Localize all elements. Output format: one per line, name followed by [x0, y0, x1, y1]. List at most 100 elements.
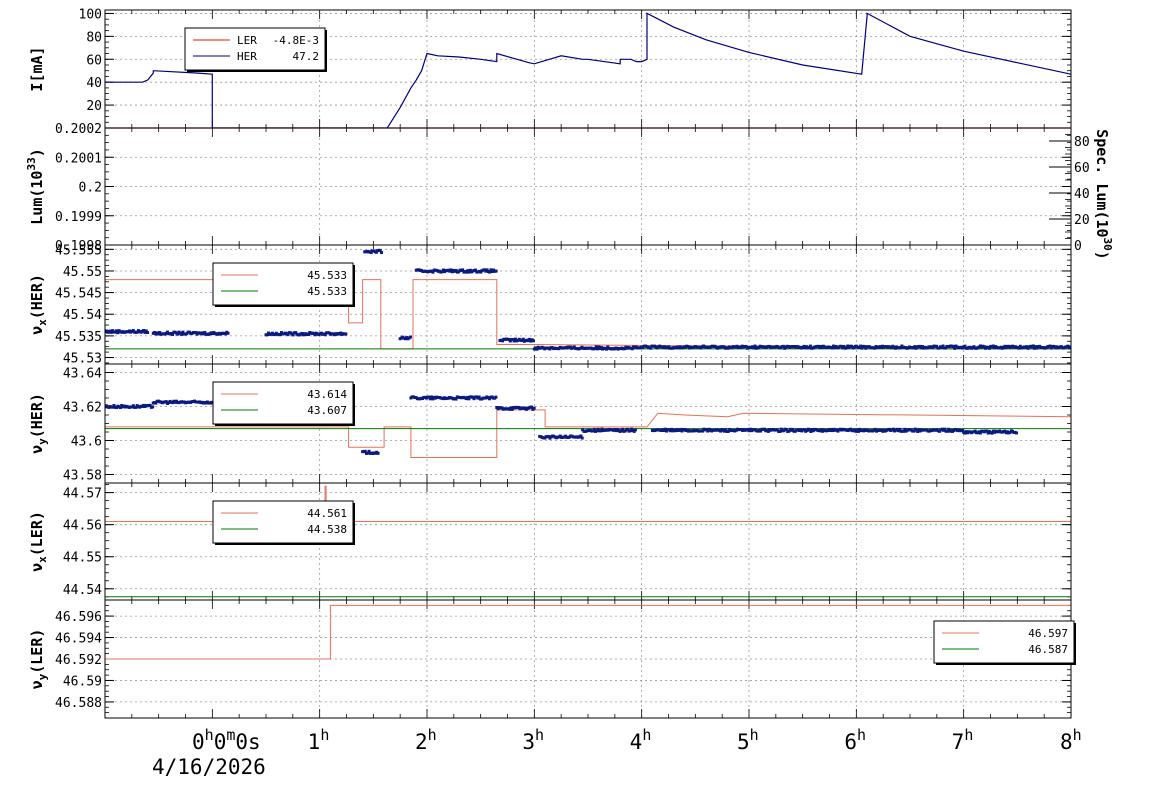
scatter-point [1014, 431, 1018, 435]
scatter-point [467, 270, 471, 274]
y-tick-label: 20 [86, 99, 102, 114]
scatter-point [791, 427, 795, 431]
scatter-point [510, 407, 514, 411]
scatter-point [986, 431, 990, 435]
scatter-point [856, 429, 860, 433]
scatter-point [494, 395, 498, 399]
scatter-point [313, 333, 317, 337]
scatter-point [1049, 346, 1053, 350]
scatter-point [194, 331, 198, 335]
scatter-point [991, 344, 995, 348]
scatter-point [278, 333, 282, 337]
y-tick-label: 46.592 [55, 653, 102, 668]
scatter-point [944, 346, 948, 350]
scatter-point [873, 427, 877, 431]
scatter-point [181, 330, 185, 334]
scatter-point [363, 449, 367, 453]
scatter-point [781, 344, 785, 348]
scatter-point [531, 339, 535, 343]
scatter-point [913, 345, 917, 349]
scatter-point [131, 404, 135, 408]
legend-value: 46.587 [1028, 643, 1068, 656]
scatter-point [142, 328, 146, 332]
scatter-point [723, 429, 727, 433]
scatter-point [719, 429, 723, 433]
y-axis-label: νx(HER) [28, 274, 49, 335]
time-tick-label: 4h [630, 726, 652, 754]
scatter-point [521, 337, 525, 341]
scatter-point [489, 268, 493, 272]
scatter-point [591, 429, 595, 433]
y-tick-label: 0.2001 [55, 151, 102, 166]
scatter-point [165, 330, 169, 334]
scatter-point [513, 337, 517, 341]
data-layer [105, 395, 1071, 458]
scatter-point [112, 403, 116, 407]
scatter-point [431, 270, 435, 274]
time-tick-label: 2h [415, 726, 437, 754]
panel-5: 44.54 44.55 44.56 44.57 νx(LER) 44.561 44.538 [28, 482, 1072, 601]
scatter-point [595, 347, 599, 351]
scatter-point [592, 427, 596, 431]
scatter-point [431, 397, 435, 401]
y-axis-label: νy(LER) [28, 629, 49, 690]
scatter-point [902, 429, 906, 433]
y-tick-label: 0.2002 [55, 122, 102, 137]
scatter-point [344, 332, 348, 336]
legend-value: 45.533 [307, 269, 347, 282]
scatter-point [903, 427, 907, 431]
legend-box [933, 620, 1075, 664]
scatter-point [226, 331, 230, 335]
scatter-point [501, 339, 505, 343]
data-layer [105, 604, 1071, 718]
legend: 45.533 45.533 [212, 262, 355, 307]
panel-3: 45.53 45.535 45.54 45.545 45.55 45.555 νx(HER)… [28, 243, 1072, 367]
panel-4: 43.58 43.6 43.62 43.64 νy(HER) 43.614 43.607 [28, 363, 1072, 484]
scatter-point [594, 345, 598, 349]
scatter-point [916, 429, 920, 433]
scatter-point [1008, 430, 1012, 434]
scatter-point [759, 429, 763, 433]
scatter-point [947, 427, 951, 431]
y-tick-label: 0.1998 [55, 239, 102, 254]
y-tick-label: 60 [86, 53, 102, 68]
scatter-point [530, 405, 534, 409]
scatter-point [891, 427, 895, 431]
scatter-point [990, 431, 994, 435]
y-tick-label: 45.53 [63, 352, 102, 367]
scatter-point [366, 451, 370, 455]
scatter-point [580, 436, 584, 440]
scatter-point [180, 332, 184, 336]
scatter-point [963, 344, 967, 348]
scatter-point [118, 405, 122, 409]
time-tick-label: 6h [844, 726, 866, 754]
scatter-point [802, 428, 806, 432]
scatter-point [307, 333, 311, 337]
scatter-point [144, 329, 148, 333]
scatter-point [679, 427, 683, 431]
legend-box [212, 262, 354, 306]
panel-1: 20 40 60 80 100 I[mA] LER -4.8E-3 HER 47.2 [28, 7, 1072, 129]
scatter-point [766, 429, 770, 433]
y-tick-label: 45.555 [55, 243, 102, 258]
right-tick-label: 80 [1074, 135, 1090, 150]
scatter-point [532, 406, 536, 410]
scatter-point [808, 344, 812, 348]
scatter-point [670, 427, 674, 431]
scatter-point [757, 346, 761, 350]
scatter-point [819, 428, 823, 432]
scatter-point [376, 451, 380, 455]
scatter-point [185, 332, 189, 336]
y-tick-label: 46.596 [55, 610, 102, 625]
scatter-point [1069, 345, 1071, 349]
scatter-point [726, 429, 730, 433]
scatter-point [628, 429, 632, 433]
scatter-point [171, 332, 175, 336]
time-tick-label: 1h [308, 726, 330, 754]
scatter-point [704, 428, 708, 432]
scatter-point [747, 429, 751, 433]
series-her-line [105, 12, 1071, 128]
scatter-point [579, 434, 583, 438]
scatter-point [430, 395, 434, 399]
scatter-point [115, 329, 119, 333]
